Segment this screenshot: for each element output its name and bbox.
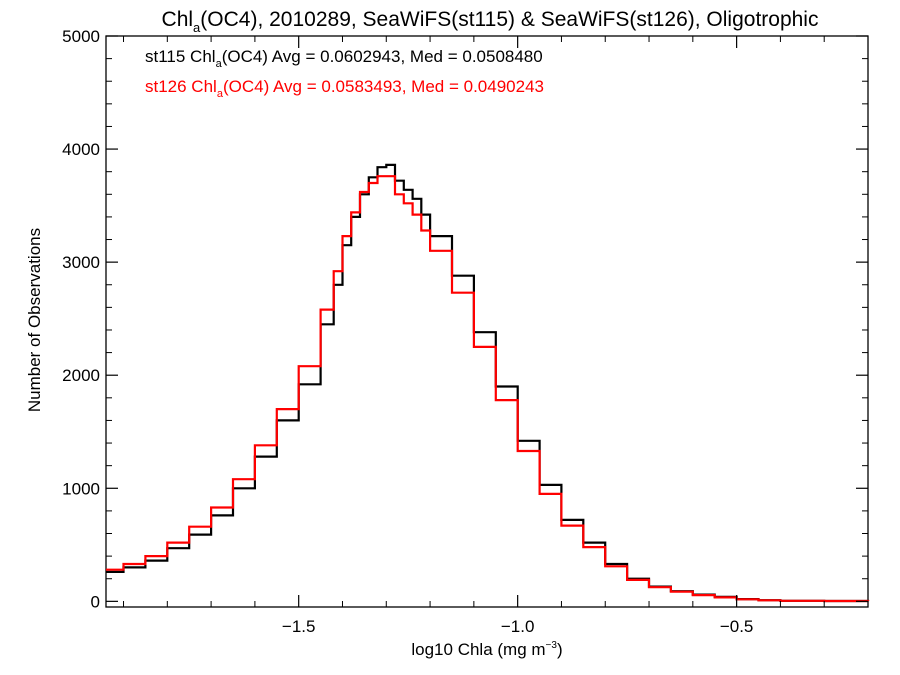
y-axis-label: Number of Observations xyxy=(25,228,44,412)
x-tick-label: −0.5 xyxy=(720,617,754,636)
series-layer xyxy=(106,163,870,603)
chart-title: Chla(OC4), 2010289, SeaWiFS(st115) & Sea… xyxy=(162,8,819,35)
x-axis-label: log10 Chla (mg m−3) xyxy=(411,640,562,659)
tick-layer: −1.5 −1.0 −0.5 0 1000 2000 3000 4000 5000 xyxy=(62,27,869,636)
y-tick-label: 1000 xyxy=(62,479,100,498)
x-tick-label: −1.5 xyxy=(282,617,316,636)
annotation-st115: st115 Chla(OC4) Avg = 0.0602943, Med = 0… xyxy=(145,47,543,70)
x-tick-label: −1.0 xyxy=(501,617,535,636)
y-tick-label: 4000 xyxy=(62,140,100,159)
y-tick-label: 3000 xyxy=(62,253,100,272)
y-tick-label: 5000 xyxy=(62,27,100,46)
plot-frame xyxy=(105,35,869,608)
y-tick-label: 0 xyxy=(91,592,100,611)
y-tick-label: 2000 xyxy=(62,366,100,385)
annotation-st126: st126 Chla(OC4) Avg = 0.0583493, Med = 0… xyxy=(145,77,544,100)
series-line-st126 xyxy=(106,175,870,603)
